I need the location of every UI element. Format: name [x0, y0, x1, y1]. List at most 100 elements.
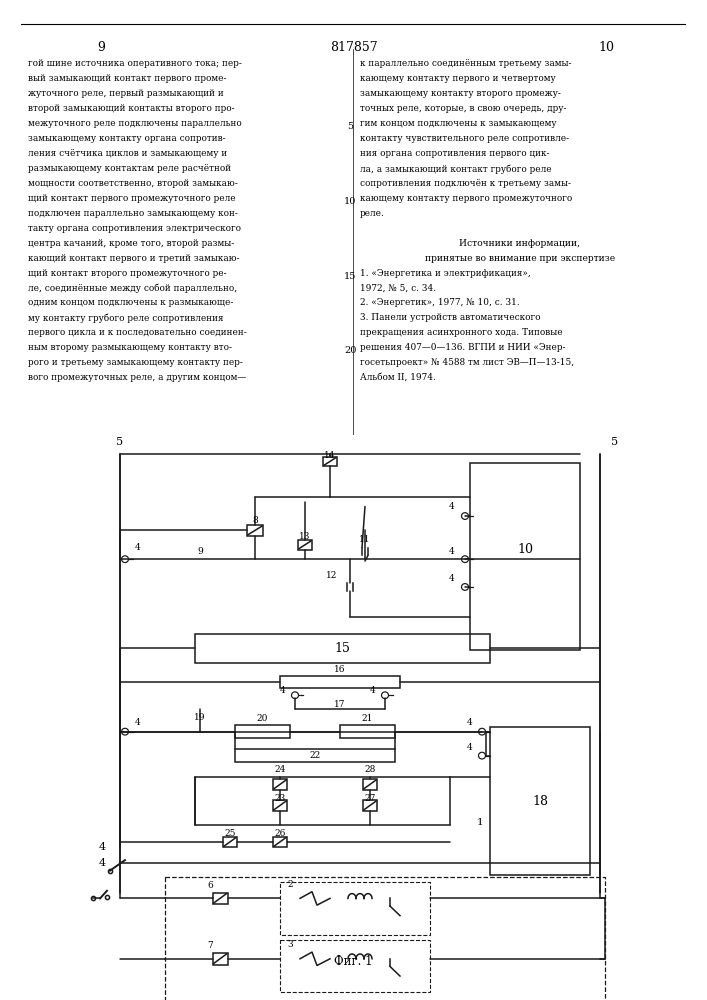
- Text: 3: 3: [287, 940, 293, 949]
- Text: кающий контакт первого и третий замыкаю-: кающий контакт первого и третий замыкаю-: [28, 254, 240, 263]
- Text: 817857: 817857: [329, 41, 378, 54]
- Text: 4: 4: [449, 547, 455, 556]
- Text: 15: 15: [334, 642, 351, 655]
- Text: 4: 4: [467, 743, 473, 752]
- Text: решения 407—0—136. ВГПИ и НИИ «Энер-: решения 407—0—136. ВГПИ и НИИ «Энер-: [360, 343, 566, 352]
- Text: 6: 6: [207, 880, 213, 890]
- Text: госетьпроект» № 4588 тм лист ЭВ—П—13-15,: госетьпроект» № 4588 тм лист ЭВ—П—13-15,: [360, 358, 574, 367]
- Bar: [213, 893, 228, 904]
- Text: ния органа сопротивления первого цик-: ния органа сопротивления первого цик-: [360, 149, 549, 158]
- Text: контакту чувствительного реле сопротивле-: контакту чувствительного реле сопротивле…: [360, 134, 569, 143]
- Text: 11: 11: [359, 536, 370, 544]
- Text: к параллельно соединённым третьему замы-: к параллельно соединённым третьему замы-: [360, 59, 572, 68]
- Text: 14: 14: [325, 451, 336, 460]
- Text: кающему контакту первого промежуточного: кающему контакту первого промежуточного: [360, 194, 573, 203]
- Text: размыкающему контактам реле расчётной: размыкающему контактам реле расчётной: [28, 164, 231, 173]
- Text: 1. «Энергетика и электрификация»,: 1. «Энергетика и электрификация»,: [360, 269, 531, 278]
- Text: 4: 4: [449, 502, 455, 511]
- Text: 21: 21: [362, 714, 373, 723]
- Text: Фиг. 1: Фиг. 1: [334, 955, 373, 968]
- Text: 4: 4: [135, 543, 141, 552]
- Bar: [363, 779, 377, 790]
- Text: сопротивления подключён к третьему замы-: сопротивления подключён к третьему замы-: [360, 179, 571, 188]
- Text: 28: 28: [364, 766, 375, 774]
- Bar: [323, 457, 337, 466]
- Text: ла, а замыкающий контакт грубого реле: ла, а замыкающий контакт грубого реле: [360, 164, 551, 174]
- Text: Источники информации,: Источники информации,: [459, 239, 580, 248]
- Bar: [247, 525, 263, 536]
- Text: 7: 7: [207, 941, 213, 950]
- Bar: [235, 749, 395, 762]
- Text: Альбом II, 1974.: Альбом II, 1974.: [360, 373, 436, 382]
- Text: щий контакт первого промежуточного реле: щий контакт первого промежуточного реле: [28, 194, 235, 203]
- Text: 5: 5: [117, 437, 124, 447]
- Text: 4: 4: [135, 718, 141, 727]
- Bar: [273, 779, 287, 790]
- Text: второй замыкающий контакты второго про-: второй замыкающий контакты второго про-: [28, 104, 235, 113]
- Bar: [213, 953, 228, 965]
- Text: 17: 17: [334, 700, 346, 709]
- Text: подключен параллельно замыкающему кон-: подключен параллельно замыкающему кон-: [28, 209, 238, 218]
- Text: точных реле, которые, в свою очередь, дру-: точных реле, которые, в свою очередь, др…: [360, 104, 566, 113]
- Text: 2: 2: [287, 880, 293, 889]
- Text: вый замыкающий контакт первого проме-: вый замыкающий контакт первого проме-: [28, 74, 226, 83]
- Text: 13: 13: [299, 532, 310, 541]
- Text: 2. «Энергетик», 1977, № 10, с. 31.: 2. «Энергетик», 1977, № 10, с. 31.: [360, 298, 520, 307]
- Text: 22: 22: [310, 751, 321, 760]
- Text: ления счётчика циклов и замыкающему и: ления счётчика циклов и замыкающему и: [28, 149, 227, 158]
- Text: центра качаний, кроме того, второй размы-: центра качаний, кроме того, второй размы…: [28, 239, 234, 248]
- Text: 9: 9: [197, 547, 203, 556]
- Text: 20: 20: [257, 714, 268, 723]
- Text: замыкающему контакту второго промежу-: замыкающему контакту второго промежу-: [360, 89, 561, 98]
- Text: 5: 5: [347, 122, 354, 131]
- Text: мощности соответственно, второй замыкаю-: мощности соответственно, второй замыкаю-: [28, 179, 238, 188]
- Text: 4: 4: [98, 858, 105, 868]
- Text: ным второму размыкающему контакту вто-: ным второму размыкающему контакту вто-: [28, 343, 232, 352]
- Text: 3. Панели устройств автоматического: 3. Панели устройств автоматического: [360, 313, 541, 322]
- Bar: [165, 877, 605, 1000]
- Text: 4: 4: [449, 574, 455, 583]
- Text: 8: 8: [252, 516, 258, 525]
- Text: 16: 16: [334, 665, 346, 674]
- Text: 5: 5: [612, 437, 619, 447]
- Text: первого цикла и к последовательно соединен-: первого цикла и к последовательно соедин…: [28, 328, 247, 337]
- Text: гой шине источника оперативного тока; пер-: гой шине источника оперативного тока; пе…: [28, 59, 242, 68]
- Bar: [235, 725, 290, 738]
- Text: реле.: реле.: [360, 209, 385, 218]
- Text: щий контакт второго промежуточного ре-: щий контакт второго промежуточного ре-: [28, 269, 226, 278]
- Bar: [490, 727, 590, 875]
- Text: 4: 4: [280, 686, 286, 695]
- Text: 15: 15: [344, 272, 356, 281]
- Bar: [298, 540, 312, 550]
- Bar: [363, 800, 377, 811]
- Text: 12: 12: [327, 571, 338, 580]
- Text: 10: 10: [517, 543, 533, 556]
- Bar: [280, 676, 400, 688]
- Bar: [470, 463, 580, 650]
- Text: 1: 1: [477, 818, 484, 827]
- Text: 19: 19: [194, 713, 206, 722]
- Text: вого промежуточных реле, а другим концом—: вого промежуточных реле, а другим концом…: [28, 373, 246, 382]
- Text: жуточного реле, первый размыкающий и: жуточного реле, первый размыкающий и: [28, 89, 223, 98]
- Text: рого и третьему замыкающему контакту пер-: рого и третьему замыкающему контакту пер…: [28, 358, 243, 367]
- Bar: [195, 634, 490, 663]
- Text: ле, соединённые между собой параллельно,: ле, соединённые между собой параллельно,: [28, 284, 237, 293]
- Text: 26: 26: [274, 829, 286, 838]
- Text: принятые во внимание при экспертизе: принятые во внимание при экспертизе: [425, 254, 614, 263]
- Bar: [280, 882, 430, 935]
- Text: кающему контакту первого и четвертому: кающему контакту первого и четвертому: [360, 74, 556, 83]
- Text: замыкающему контакту органа сопротив-: замыкающему контакту органа сопротив-: [28, 134, 226, 143]
- Text: прекращения асинхронного хода. Типовые: прекращения асинхронного хода. Типовые: [360, 328, 563, 337]
- Text: 9: 9: [97, 41, 105, 54]
- Text: 25: 25: [224, 829, 235, 838]
- Text: 23: 23: [274, 794, 286, 803]
- Text: межуточного реле подключены параллельно: межуточного реле подключены параллельно: [28, 119, 242, 128]
- Bar: [273, 800, 287, 811]
- Text: 24: 24: [274, 766, 286, 774]
- Text: 20: 20: [344, 346, 356, 355]
- Text: такту органа сопротивления электрического: такту органа сопротивления электрическог…: [28, 224, 241, 233]
- Text: 1972, № 5, с. 34.: 1972, № 5, с. 34.: [360, 284, 436, 293]
- Bar: [223, 837, 237, 847]
- Bar: [340, 725, 395, 738]
- Bar: [280, 940, 430, 992]
